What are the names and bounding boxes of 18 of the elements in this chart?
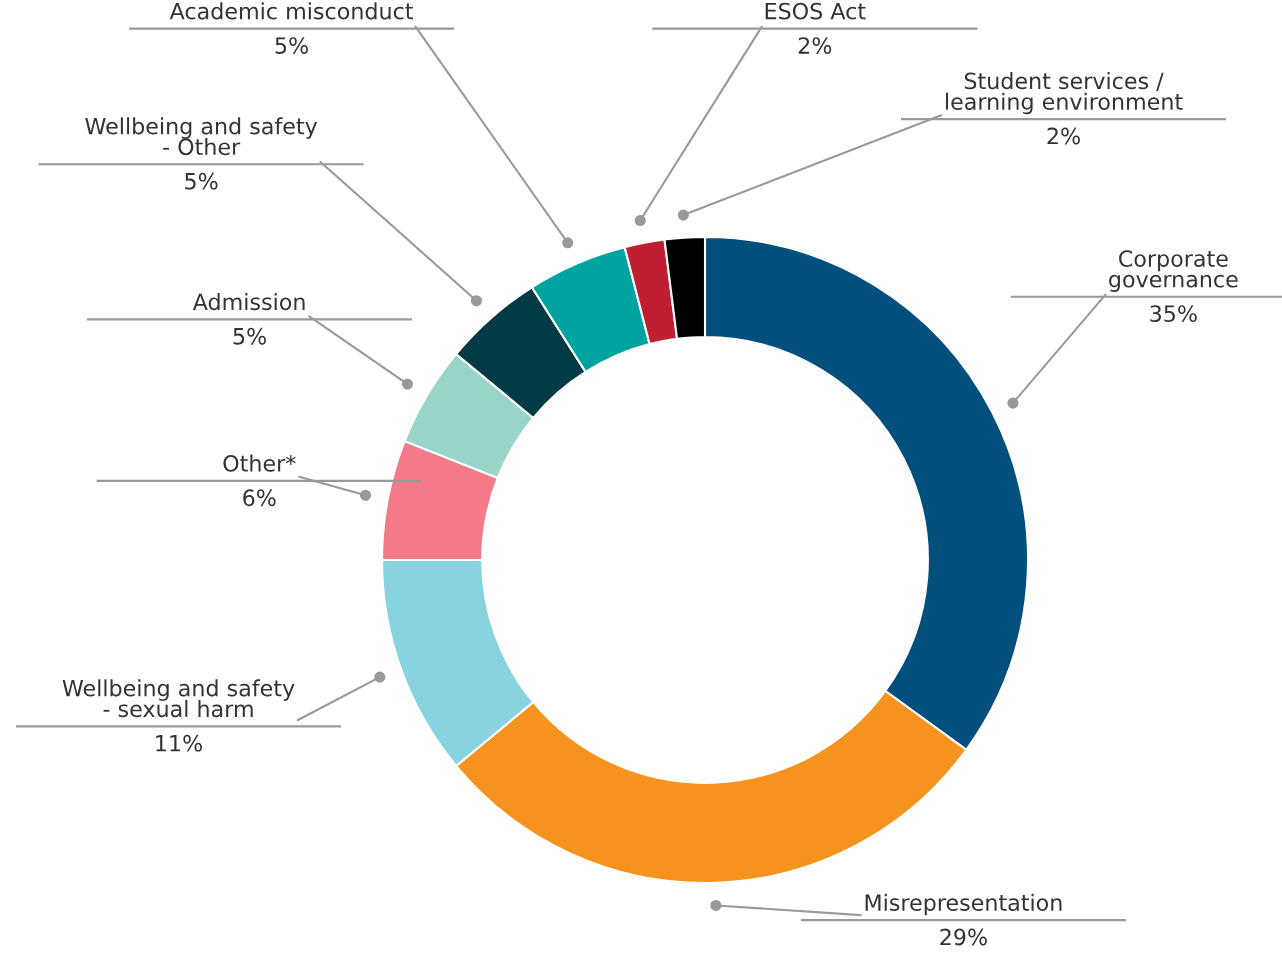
data-label: 35% (1150, 305, 1197, 323)
data-label: 2% (1047, 127, 1080, 145)
data-label: 11% (156, 734, 202, 752)
slice-label: Misrepresentation (865, 893, 1062, 916)
data-label: 5% (185, 172, 218, 190)
slice-label: Wellbeing and safety - sexual harm (62, 679, 295, 718)
slice-label: Wellbeing and safety - Other (85, 117, 318, 156)
slice-label: Student services / learning environment (946, 72, 1183, 115)
data-label: 2% (798, 37, 832, 54)
data-label: 5% (275, 37, 308, 54)
data-label: 6% (243, 489, 276, 507)
data-label: 5% (233, 327, 266, 345)
slice-label: Other* (223, 454, 296, 472)
slice-label: Corporate governance (1109, 250, 1238, 292)
data-label: 29% (940, 928, 987, 946)
slice-label: Academic misconduct (169, 2, 413, 20)
slice-label: Admission (192, 293, 305, 311)
slice-label: ESOS Act (765, 2, 866, 20)
